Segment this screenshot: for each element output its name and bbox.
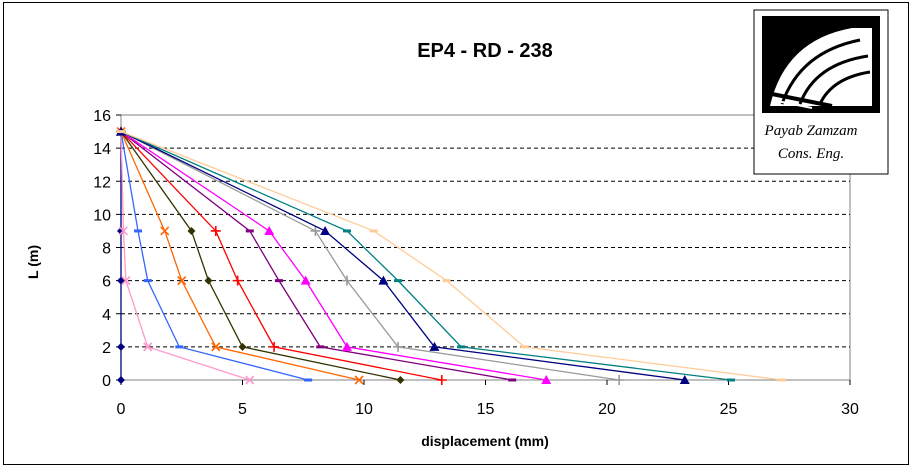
series-10-point-1: [429, 341, 440, 351]
series-4-point-3: [160, 226, 170, 236]
series-11-point-1: [457, 345, 466, 349]
series-6-point-2: [232, 275, 243, 286]
series-10-point-0: [679, 375, 690, 384]
series-4-point-2: [177, 276, 187, 286]
x-tick-label-0: 0: [117, 401, 126, 418]
series-11-point-3: [342, 229, 351, 233]
series-8-point-2: [300, 275, 311, 285]
series-7-point-2: [274, 279, 283, 283]
series-12-point-1: [520, 345, 529, 349]
series-3-point-3: [134, 229, 143, 233]
series-1-point-1: [117, 342, 125, 351]
series-3-point-2: [143, 279, 152, 283]
series-6-point-1: [269, 341, 280, 352]
series-3-point-0: [304, 378, 313, 382]
series-9-point-3: [310, 225, 321, 236]
y-tick-label-5: 10: [93, 207, 111, 224]
y-tick-label-0: 0: [102, 373, 111, 390]
series-2-point-0: [245, 375, 255, 385]
x-tick-label-6: 30: [841, 401, 859, 418]
logo-line-2: Cons. Eng.: [778, 146, 844, 162]
series-5-point-2: [204, 276, 213, 285]
series-2-point-2: [121, 276, 131, 286]
series-7-point-0: [508, 378, 517, 382]
y-tick-label-2: 4: [102, 307, 111, 324]
series-5-point-3: [187, 226, 196, 235]
series-8-point-0: [541, 375, 552, 384]
series-12-point-4: [117, 130, 125, 134]
y-tick-label-4: 8: [102, 241, 111, 258]
y-tick-label-7: 14: [93, 141, 111, 158]
chart-title: EP4 - RD - 238: [417, 40, 553, 62]
series-5-point-1: [238, 342, 247, 351]
series-9-point-0: [614, 375, 625, 385]
x-axis-title: displacement (mm): [421, 433, 549, 449]
series-1-point-0: [117, 376, 125, 384]
series-12-point-3: [369, 229, 378, 233]
series-11-point-0: [726, 378, 735, 382]
tunnel-logo-icon: [762, 16, 880, 113]
series-8-point-1: [341, 341, 352, 351]
series-4-point-0: [354, 375, 364, 385]
y-tick-label-6: 12: [93, 174, 111, 191]
y-tick-label-3: 6: [102, 274, 111, 291]
series-2-point-1: [143, 342, 153, 352]
x-tick-label-5: 25: [720, 401, 738, 418]
series-9-point-2: [341, 275, 352, 286]
series-9-point-1: [393, 341, 404, 352]
y-axis-ticks: 0 2 4 6 8 10 12 14 16: [93, 108, 121, 390]
series-7-point-3: [245, 229, 254, 233]
series-10-point-2: [378, 275, 389, 285]
series-7-point-1: [316, 345, 325, 349]
series-2-point-3: [118, 226, 128, 236]
series-6-point-0: [436, 375, 447, 385]
series-11-point-2: [394, 279, 403, 283]
series-3-point-1: [175, 345, 184, 349]
series-6-point-3: [210, 225, 221, 236]
company-logo: Payab Zamzam Cons. Eng.: [753, 9, 889, 175]
logo-line-1: Payab Zamzam: [764, 123, 858, 139]
x-tick-label-3: 15: [477, 401, 495, 418]
y-axis-title: L (m): [25, 245, 41, 279]
series-5: [117, 127, 405, 384]
series-10-point-3: [320, 225, 331, 235]
series-12-point-2: [442, 279, 451, 283]
series-4-point-1: [211, 342, 221, 352]
series-12: [117, 130, 786, 382]
series-group: [116, 126, 786, 385]
x-axis-ticks: 0 5 10 15 20 25 30: [117, 380, 859, 418]
y-tick-label-1: 2: [102, 340, 111, 357]
series-5-point-0: [396, 376, 405, 384]
series-12-point-0: [777, 378, 786, 382]
x-tick-label-4: 20: [598, 401, 616, 418]
series-2: [116, 126, 255, 385]
series-8-point-3: [264, 225, 275, 235]
x-tick-label-1: 5: [238, 401, 247, 418]
y-tick-label-8: 16: [93, 108, 111, 125]
x-tick-label-2: 10: [355, 401, 373, 418]
